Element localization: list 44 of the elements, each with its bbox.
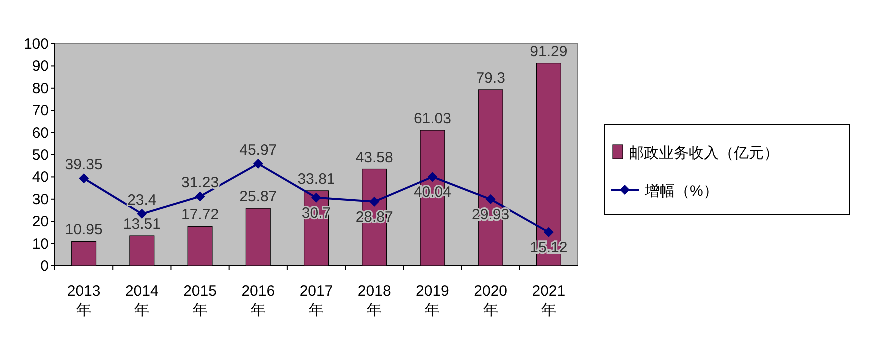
point <box>370 196 380 207</box>
y-tick-label: 100 <box>24 36 49 53</box>
data-label: 31.23 <box>182 174 220 192</box>
x-tick-label: 2016 年 <box>242 283 276 319</box>
y-tick-label: 10 <box>32 236 49 253</box>
x-tick-label: 2013 年 <box>67 283 101 319</box>
data-label: 17.72 <box>182 206 220 224</box>
x-tick-label: 2017 年 <box>300 283 334 319</box>
y-tick-label: 20 <box>32 214 49 231</box>
data-label: 23.4 <box>128 192 157 210</box>
y-tick-label: 90 <box>32 58 49 76</box>
point <box>486 194 496 205</box>
x-tick-label: 2015 年 <box>184 283 217 319</box>
y-tick-label: 0 <box>40 258 49 275</box>
point <box>79 174 90 184</box>
data-label: 10.95 <box>65 222 103 239</box>
data-label: 43.58 <box>356 149 394 166</box>
x-tick-label: 2021 年 <box>532 283 566 319</box>
y-tick-label: 50 <box>32 147 49 164</box>
y-tick-label: 40 <box>32 169 49 186</box>
point <box>312 192 322 203</box>
data-label: 39.35 <box>65 156 103 174</box>
y-tick-label: 80 <box>32 80 49 98</box>
data-label: 45.97 <box>240 142 278 159</box>
data-label: 13.51 <box>123 216 161 234</box>
point <box>137 209 148 220</box>
y-tick-label: 70 <box>32 102 49 120</box>
x-tick-label: 2020 年 <box>474 283 508 319</box>
data-label: 61.03 <box>414 110 452 128</box>
point <box>195 192 206 202</box>
y-tick-label: 60 <box>32 124 49 142</box>
legend-label: 邮政业务收入（亿元） <box>629 145 779 162</box>
data-label: 79.3 <box>476 70 506 87</box>
data-label: 25.87 <box>240 188 278 206</box>
x-tick-label: 2018 年 <box>358 283 392 319</box>
x-tick-label: 2014 年 <box>125 283 159 319</box>
x-tick-label: 2019 年 <box>416 283 450 319</box>
legend-label: 增幅（%） <box>644 183 718 200</box>
y-tick-label: 30 <box>32 191 49 208</box>
point <box>428 172 438 182</box>
data-label: 91.29 <box>530 43 568 60</box>
point <box>253 158 264 169</box>
point <box>544 227 554 238</box>
data-label: 33.81 <box>298 170 336 188</box>
